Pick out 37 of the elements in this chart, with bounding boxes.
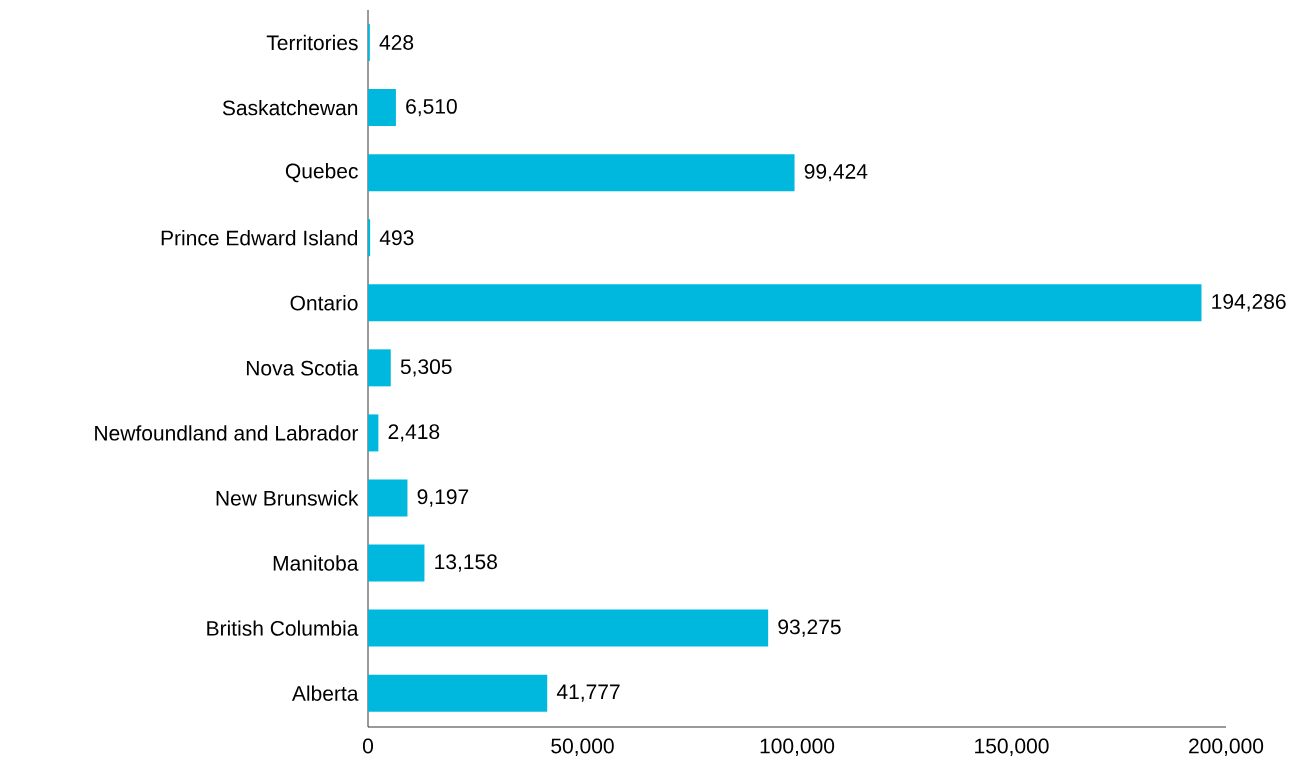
x-tick-label: 0 (362, 738, 374, 754)
data-label: 493 (379, 230, 414, 246)
bar (368, 609, 769, 647)
y-tick-label: Prince Edward Island (161, 230, 358, 246)
x-tick-label: 150,000 (975, 738, 1049, 756)
bar (368, 414, 379, 452)
y-tick-label: Quebec (285, 163, 358, 183)
x-tick-label: 100,000 (760, 738, 835, 756)
data-label: 5,305 (400, 359, 452, 377)
y-tick-label: British Columbia (207, 620, 359, 636)
x-tick-label: 200,000 (1189, 738, 1264, 756)
y-tick-label: Territories (266, 34, 358, 51)
y-tick-label: Alberta (291, 685, 359, 701)
bar (368, 544, 425, 582)
bar (368, 479, 408, 517)
y-tick-label: Nova Scotia (246, 360, 359, 376)
y-tick-label: Manitoba (273, 555, 359, 571)
data-label: 99,424 (804, 163, 868, 182)
bar (368, 349, 391, 387)
data-label: 428 (379, 35, 414, 50)
bar (368, 154, 795, 192)
y-tick-label: Newfoundland and Labrador (95, 425, 359, 441)
data-label: 2,418 (388, 424, 440, 442)
data-label: 41,777 (556, 684, 620, 702)
data-label: 6,510 (406, 98, 457, 117)
bar (368, 674, 548, 712)
data-label: 13,158 (435, 554, 497, 572)
bar (368, 89, 396, 127)
bar (368, 284, 1202, 322)
data-label: 93,275 (778, 619, 841, 637)
bar (368, 219, 371, 257)
y-tick-label: Saskatchewan (222, 99, 358, 116)
y-tick-label: Ontario (290, 295, 358, 311)
data-label: 194,286 (1212, 294, 1286, 312)
y-tick-label: New Brunswick (216, 490, 359, 506)
x-tick-label: 50,000 (551, 738, 614, 756)
data-label: 9,197 (417, 489, 469, 507)
